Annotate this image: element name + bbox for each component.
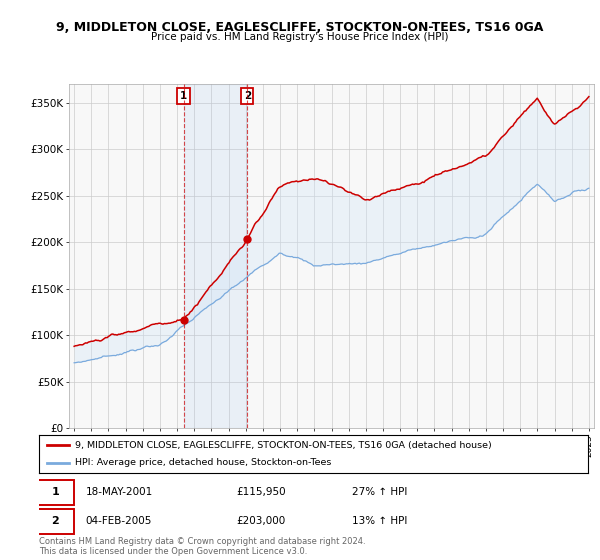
Text: 04-FEB-2005: 04-FEB-2005 <box>86 516 152 526</box>
Text: £115,950: £115,950 <box>236 487 286 497</box>
Text: 13% ↑ HPI: 13% ↑ HPI <box>352 516 407 526</box>
FancyBboxPatch shape <box>37 480 74 505</box>
Text: 2: 2 <box>244 91 251 101</box>
Text: 2: 2 <box>52 516 59 526</box>
Text: HPI: Average price, detached house, Stockton-on-Tees: HPI: Average price, detached house, Stoc… <box>74 459 331 468</box>
Text: 1: 1 <box>180 91 187 101</box>
Text: 27% ↑ HPI: 27% ↑ HPI <box>352 487 407 497</box>
Text: Price paid vs. HM Land Registry's House Price Index (HPI): Price paid vs. HM Land Registry's House … <box>151 32 449 43</box>
Text: 1: 1 <box>52 487 59 497</box>
Text: Contains HM Land Registry data © Crown copyright and database right 2024.: Contains HM Land Registry data © Crown c… <box>39 538 365 547</box>
Text: This data is licensed under the Open Government Licence v3.0.: This data is licensed under the Open Gov… <box>39 548 307 557</box>
Text: 9, MIDDLETON CLOSE, EAGLESCLIFFE, STOCKTON-ON-TEES, TS16 0GA (detached house): 9, MIDDLETON CLOSE, EAGLESCLIFFE, STOCKT… <box>74 441 491 450</box>
Text: 18-MAY-2001: 18-MAY-2001 <box>86 487 153 497</box>
Text: £203,000: £203,000 <box>236 516 286 526</box>
Text: 9, MIDDLETON CLOSE, EAGLESCLIFFE, STOCKTON-ON-TEES, TS16 0GA: 9, MIDDLETON CLOSE, EAGLESCLIFFE, STOCKT… <box>56 21 544 34</box>
FancyBboxPatch shape <box>37 510 74 534</box>
Bar <box>184 84 247 428</box>
